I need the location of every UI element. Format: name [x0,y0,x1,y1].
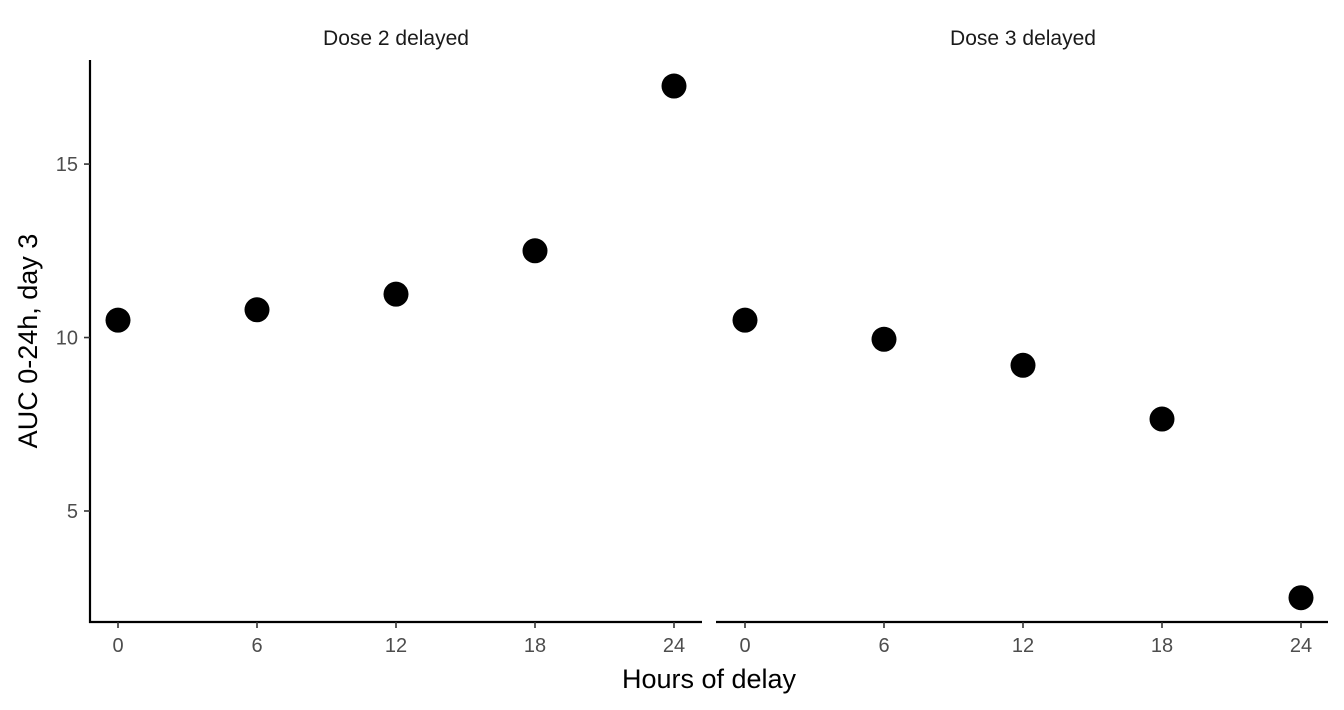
data-point-panel-1-x6 [244,297,270,323]
x-tick-label-panel-2-6: 6 [878,635,889,657]
x-tick-label-panel-2-24: 24 [1290,635,1312,657]
y-tick-label-10: 10 [56,328,78,350]
x-axes: 0 6 12 18 24 0 6 12 18 24 [89,620,1328,657]
x-axis-title: Hours of delay [622,664,797,694]
data-point-panel-2-x18 [1149,406,1175,432]
data-point-panel-1-x24 [661,73,687,99]
x-tick-label-panel-1-18: 18 [524,635,546,657]
data-point-panel-2-x0 [732,307,758,333]
x-tick-label-panel-1-12: 12 [385,635,407,657]
y-axis-title: AUC 0-24h, day 3 [13,234,43,449]
data-point-panel-1-x0 [105,307,131,333]
x-tick-label-panel-2-18: 18 [1151,635,1173,657]
data-point-panel-2-x24 [1288,585,1314,611]
panel-title-dose-2: Dose 2 delayed [323,27,469,50]
x-tick-label-panel-1-0: 0 [112,635,123,657]
y-tick-label-15: 15 [56,154,78,176]
data-point-panel-2-x6 [871,326,897,352]
panel-title-dose-3: Dose 3 delayed [950,27,1096,50]
panel-dose-3: Dose 3 delayed [732,27,1314,611]
data-point-panel-1-x18 [522,238,548,264]
x-tick-label-panel-2-12: 12 [1012,635,1034,657]
data-point-panel-1-x12 [383,281,409,307]
data-point-panel-2-x12 [1010,352,1036,378]
x-tick-label-panel-1-24: 24 [663,635,685,657]
x-tick-label-panel-2-0: 0 [739,635,750,657]
panel-dose-2: Dose 2 delayed [105,27,687,333]
y-axis: 5 10 15 [56,60,92,623]
x-tick-label-panel-1-6: 6 [251,635,262,657]
y-tick-label-5: 5 [67,501,78,523]
